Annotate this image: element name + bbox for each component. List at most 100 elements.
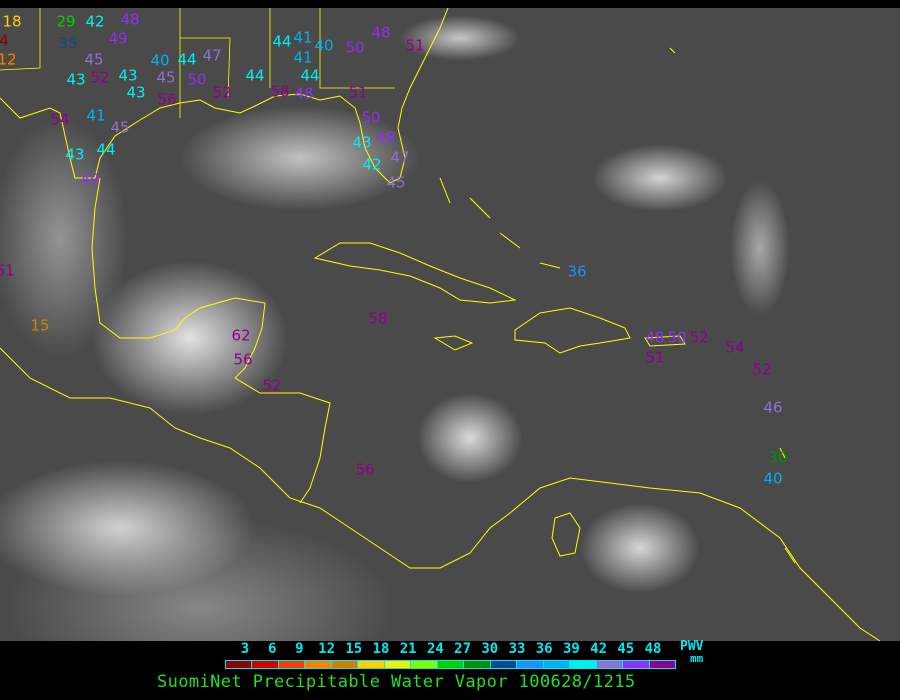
station-pwv-value: 54	[50, 110, 70, 129]
station-pwv-value: 12	[0, 50, 17, 69]
legend-color-bin	[517, 661, 544, 668]
station-pwv-value: 44	[300, 66, 320, 85]
legend-color-bin	[252, 661, 279, 668]
legend-tick-label: 6	[267, 641, 277, 657]
station-pwv-value: 43	[65, 145, 85, 164]
central-america-inner-coast	[234, 377, 331, 504]
legend-tick-label: 24	[426, 641, 444, 657]
legend-color-bin	[596, 661, 624, 668]
legend-tick-label: 21	[399, 641, 417, 657]
station-pwv-value: 29	[56, 12, 76, 31]
station-pwv-value: 48	[371, 23, 391, 42]
legend-tick-label: 3	[240, 641, 250, 657]
station-pwv-value: 52	[262, 376, 282, 395]
station-pwv-value: 49	[80, 170, 100, 189]
satellite-image: 18 29 42 48 49 35 4 12 45 40 44 47 52 43 43 43 45 50 52 56 4…	[0, 8, 900, 641]
station-pwv-value: 30	[768, 448, 788, 467]
pwv-color-legend: 3 6 9 12 15 18 21 24 27 30 33 36 39 42 45 48 PWV mm Suo…	[0, 639, 900, 700]
station-pwv-value: 48	[120, 10, 140, 29]
station-pwv-value: 44	[245, 66, 265, 85]
legend-color-bin	[226, 661, 253, 668]
central-america-coast	[0, 347, 881, 641]
station-pwv-value: 41	[293, 28, 313, 47]
station-pwv-value: 43	[352, 133, 372, 152]
station-pwv-value: 41	[293, 48, 313, 67]
station-pwv-value: 56	[355, 460, 375, 479]
legend-color-bin	[358, 661, 385, 668]
station-pwv-value: 50	[361, 108, 381, 127]
station-pwv-value: 44	[96, 140, 116, 159]
station-pwv-value: 35	[58, 34, 78, 53]
puerto-rico-coast	[644, 335, 686, 347]
station-pwv-value: 50	[667, 328, 687, 347]
station-pwv-value: 41	[86, 106, 106, 125]
station-pwv-value: 47	[390, 148, 410, 167]
station-pwv-value: 61	[0, 261, 15, 280]
legend-color-bin	[649, 661, 675, 668]
bahamas-coast	[439, 47, 796, 564]
station-pwv-value: 54	[725, 338, 745, 357]
station-pwv-value: 45	[156, 68, 176, 87]
coastline-overlay	[0, 8, 881, 641]
station-pwv-value: 52	[90, 68, 110, 87]
station-pwv-value: 36	[567, 262, 587, 281]
legend-tick-label: 39	[562, 641, 580, 657]
station-pwv-value: 52	[689, 328, 709, 347]
legend-tick-label: 18	[372, 641, 390, 657]
station-pwv-value: 48	[645, 328, 665, 347]
station-pwv-value: 50	[187, 70, 207, 89]
station-pwv-value: 40	[150, 51, 170, 70]
station-pwv-value: 45	[84, 50, 104, 69]
cuba-coast	[313, 242, 517, 304]
station-pwv-value: 4	[0, 31, 9, 50]
product-title: SuomiNet Precipitable Water Vapor 100628…	[157, 672, 636, 692]
station-pwv-value: 48	[376, 128, 396, 147]
legend-color-bin	[384, 661, 412, 668]
mexico-gulf-coast	[91, 177, 266, 379]
station-pwv-value: 56	[233, 350, 253, 369]
state-borders	[0, 8, 395, 118]
station-pwv-value: 44	[272, 32, 292, 51]
station-pwv-value: 46	[763, 398, 783, 417]
legend-color-bin	[623, 661, 650, 668]
station-pwv-value: 62	[231, 326, 251, 345]
jamaica-coast	[433, 335, 474, 351]
legend-tick-label: 15	[345, 641, 363, 657]
station-pwv-value: 52	[212, 83, 232, 102]
legend-unit: mm	[690, 652, 704, 665]
legend-color-bin	[278, 661, 306, 668]
station-pwv-value: 44	[177, 50, 197, 69]
station-pwv-value: 43	[126, 83, 146, 102]
station-pwv-value: 45	[386, 173, 406, 192]
station-pwv-value: 43	[118, 66, 138, 85]
station-pwv-value: 42	[362, 155, 382, 174]
station-pwv-value: 50	[345, 38, 365, 57]
station-pwv-value: 49	[108, 29, 128, 48]
station-pwv-value: 18	[2, 12, 22, 31]
legend-color-bin	[570, 661, 597, 668]
legend-tick-label: 12	[318, 641, 336, 657]
legend-color-bin	[331, 661, 359, 668]
station-pwv-value: 40	[314, 36, 334, 55]
us-gulf-coast	[0, 8, 449, 184]
station-pwv-value: 51	[645, 348, 665, 367]
station-pwv-value: 51	[348, 83, 368, 102]
legend-color-bin	[437, 661, 465, 668]
station-pwv-value: 56	[157, 90, 177, 109]
station-pwv-value: 45	[110, 118, 130, 137]
legend-tick-label: 27	[454, 641, 472, 657]
legend-tick-label: 45	[617, 641, 635, 657]
station-pwv-value: 47	[202, 46, 222, 65]
station-pwv-value: 51	[405, 36, 425, 55]
lake-maracaibo	[551, 512, 581, 557]
legend-color-bin	[490, 661, 518, 668]
station-pwv-value: 15	[30, 316, 50, 335]
station-pwv-value: 52	[752, 360, 772, 379]
legend-color-bin	[543, 661, 571, 668]
station-pwv-value: 43	[66, 70, 86, 89]
station-pwv-value: 42	[85, 12, 105, 31]
legend-tick-label: 42	[590, 641, 608, 657]
legend-color-bin	[305, 661, 332, 668]
hispaniola-coast	[514, 307, 631, 354]
